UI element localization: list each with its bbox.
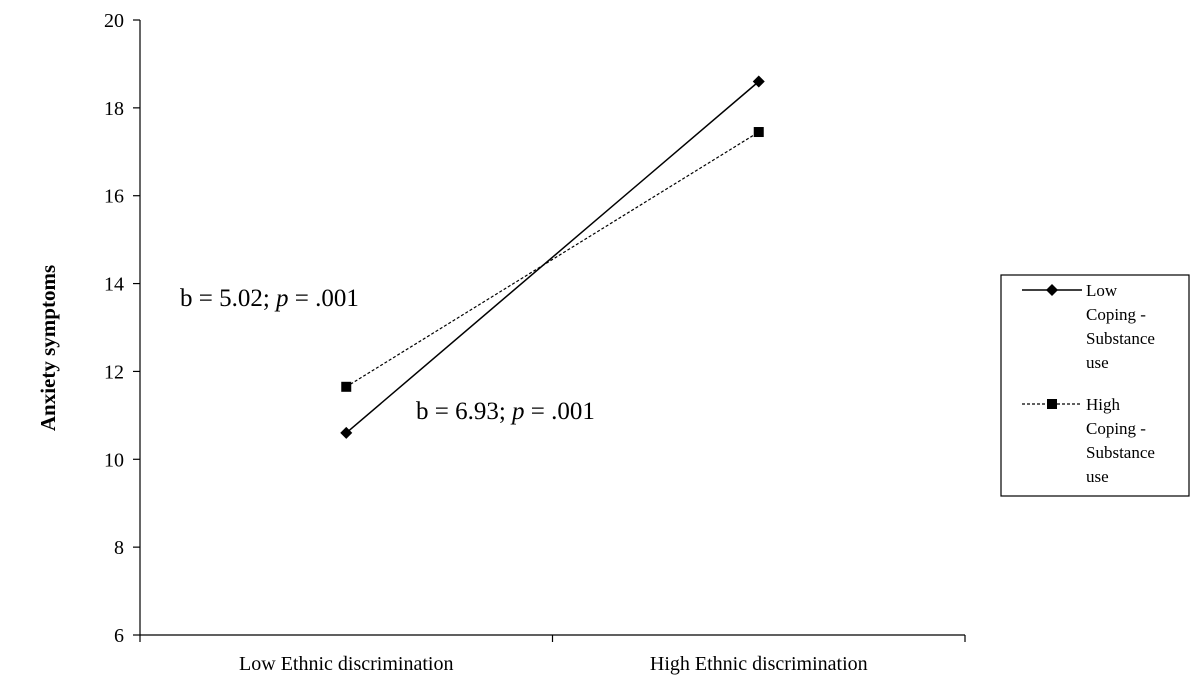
y-tick-label-16: 16: [104, 186, 124, 208]
y-tick-label-6: 6: [114, 625, 124, 647]
legend-entry-low-coping-substance-use: Low Coping - Substance use: [1022, 281, 1155, 372]
y-tick-label-12: 12: [104, 361, 124, 383]
legend-label-high-coping-substance-use-line-3: use: [1086, 467, 1109, 486]
annotation-high-coping-b: b = 5.02;: [180, 285, 276, 312]
x-tick-label-high-ethnic-discrimination: High Ethnic discrimination: [650, 653, 868, 675]
legend-label-high-coping-substance-use-line-2: Substance: [1086, 443, 1155, 462]
legend-label-low-coping-substance-use-line-1: Coping -: [1086, 305, 1146, 324]
data-point-low-coping-substance-use-0: [340, 426, 353, 439]
annotation-high-coping-p: = .001: [289, 285, 359, 312]
legend-label-high-coping-substance-use-line-1: Coping -: [1086, 419, 1146, 438]
annotation-low-coping-b: b = 6.93;: [416, 398, 512, 425]
data-point-high-coping-substance-use-1: [753, 127, 764, 138]
y-tick-label-8: 8: [114, 537, 124, 559]
legend-swatch-marker-high-coping-substance-use: [1047, 399, 1057, 409]
annotation-high-coping: b = 5.02; p = .001: [180, 285, 359, 312]
annotation-high-coping-p-symbol: p: [274, 285, 289, 312]
legend-label-low-coping-substance-use-line-3: use: [1086, 353, 1109, 372]
legend-entry-high-coping-substance-use: High Coping - Substance use: [1022, 395, 1155, 486]
series-line-low-coping-substance-use: [345, 80, 760, 434]
legend-label-high-coping-substance-use-line-0: High: [1086, 395, 1121, 414]
annotation-low-coping-p-symbol: p: [510, 398, 525, 425]
annotations: b = 5.02; p = .001 b = 6.93; p = .001: [180, 285, 595, 425]
annotation-low-coping: b = 6.93; p = .001: [416, 398, 595, 425]
legend-swatch-marker-low-coping-substance-use: [1046, 284, 1058, 296]
annotation-low-coping-p: = .001: [525, 398, 595, 425]
series-layer: [340, 75, 765, 439]
y-tick-label-10: 10: [104, 449, 124, 471]
series-high-coping-substance-use: [341, 127, 764, 392]
series-low-coping-substance-use: [340, 75, 765, 439]
x-ticks: Low Ethnic discrimination High Ethnic dis…: [139, 635, 966, 675]
legend-box: [1000, 274, 1190, 497]
y-tick-label-20: 20: [104, 10, 124, 32]
x-tick-label-low-ethnic-discrimination: Low Ethnic discrimination: [239, 653, 453, 675]
legend: Low Coping - Substance use High Coping - Subst…: [1000, 274, 1190, 497]
y-axis-title: Anxiety symptoms: [36, 265, 60, 431]
y-tick-label-14: 14: [104, 274, 124, 296]
y-ticks: 6 8 10 12 14 16 18 20: [104, 10, 140, 647]
axes: [139, 20, 965, 636]
data-point-low-coping-substance-use-1: [752, 75, 765, 88]
series-line-high-coping-substance-use: [345, 131, 760, 388]
data-point-high-coping-substance-use-0: [341, 381, 352, 392]
legend-label-low-coping-substance-use-line-2: Substance: [1086, 329, 1155, 348]
y-tick-label-18: 18: [104, 98, 124, 120]
legend-label-low-coping-substance-use-line-0: Low: [1086, 281, 1118, 300]
